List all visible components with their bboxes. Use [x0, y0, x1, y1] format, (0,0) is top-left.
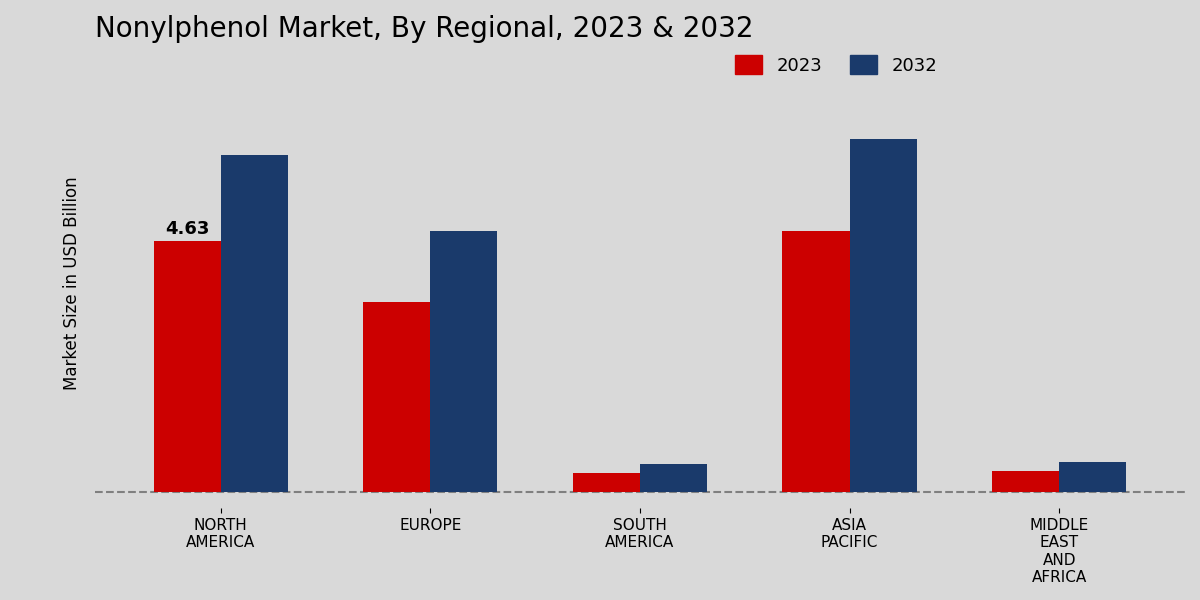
- Bar: [221, 155, 288, 492]
- Bar: [431, 232, 497, 492]
- Legend: 2023, 2032: 2023, 2032: [725, 44, 948, 85]
- Y-axis label: Market Size in USD Billion: Market Size in USD Billion: [62, 176, 82, 390]
- Bar: [154, 241, 221, 492]
- Bar: [850, 139, 917, 492]
- Bar: [572, 473, 640, 492]
- Bar: [782, 232, 850, 492]
- Text: 4.63: 4.63: [164, 220, 209, 238]
- Bar: [992, 471, 1060, 492]
- Bar: [364, 302, 431, 492]
- Bar: [1060, 462, 1127, 492]
- Text: Nonylphenol Market, By Regional, 2023 & 2032: Nonylphenol Market, By Regional, 2023 & …: [95, 15, 754, 43]
- Bar: [640, 464, 707, 492]
